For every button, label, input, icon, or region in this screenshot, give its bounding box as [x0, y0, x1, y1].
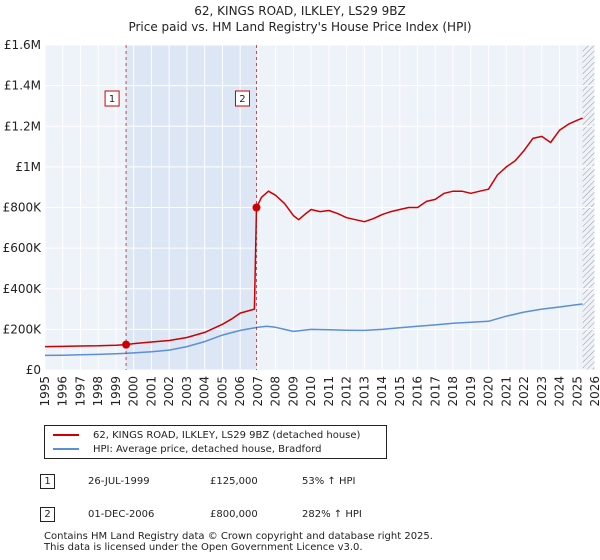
legend-label-hpi: HPI: Average price, detached house, Brad…: [93, 444, 322, 455]
x-tick-label: 1999: [109, 376, 123, 407]
sale-label: 2: [239, 94, 245, 105]
sale-point: [122, 340, 131, 349]
legend-swatch-property: [53, 434, 79, 436]
x-tick-label: 1996: [56, 376, 70, 407]
x-tick-label: 2010: [304, 376, 318, 407]
sale-date: 01-DEC-2006: [88, 509, 155, 520]
x-tick-label: 2019: [464, 376, 478, 407]
legend-item-property: 62, KINGS ROAD, ILKLEY, LS29 9BZ (detach…: [53, 429, 360, 443]
legend-swatch-hpi: [53, 448, 79, 450]
x-tick-label: 2011: [322, 376, 336, 407]
y-tick-label: £0: [26, 363, 41, 377]
price-chart: £0 £200K £400K £600K £800K £1M £1.2M £1.4M £1.6M…: [3, 38, 600, 407]
chart-title-block: 62, KINGS ROAD, ILKLEY, LS29 9BZ Price p…: [0, 0, 600, 35]
hpi-line: [44, 303, 583, 357]
x-tick-label: 2001: [144, 376, 158, 407]
y-tick-label: £800K: [3, 201, 43, 215]
sale-number-badge: 1: [40, 474, 55, 489]
chart-subtitle: Price paid vs. HM Land Registry's House …: [128, 20, 472, 34]
sale-hpi-change: 282% ↑ HPI: [302, 509, 362, 520]
x-tick-label: 2023: [535, 376, 549, 407]
x-tick-label: 2021: [499, 376, 513, 407]
x-tick-label: 1998: [91, 376, 105, 407]
legend: 62, KINGS ROAD, ILKLEY, LS29 9BZ (detach…: [44, 425, 387, 459]
sale-price: £800,000: [210, 509, 258, 520]
sale-number-badge: 2: [40, 507, 55, 522]
x-tick-label: 2003: [180, 376, 194, 407]
sale-date: 26-JUL-1999: [88, 476, 150, 487]
x-tick-label: 2013: [357, 376, 371, 407]
x-tick-label: 2008: [269, 376, 283, 407]
x-tick-label: 1995: [38, 376, 52, 407]
x-tick-label: 2022: [517, 376, 531, 407]
chart-title: 62, KINGS ROAD, ILKLEY, LS29 9BZ: [194, 4, 406, 18]
x-tick-label: 2026: [588, 376, 600, 407]
footer-line-1: Contains HM Land Registry data © Crown c…: [44, 531, 433, 542]
sale-label-box: [104, 90, 120, 107]
sale-hpi-change: 53% ↑ HPI: [302, 476, 356, 487]
x-tick-label: 2024: [553, 376, 567, 407]
y-tick-label: £600K: [3, 241, 43, 255]
footer-line-2: This data is licensed under the Open Gov…: [44, 542, 363, 553]
sale-label: 1: [109, 94, 115, 105]
x-tick-label: 2016: [411, 376, 425, 407]
x-tick-label: 2004: [198, 376, 212, 407]
x-tick-label: 2012: [340, 376, 354, 407]
y-tick-label: £1.6M: [4, 38, 41, 52]
y-tick-label: £400K: [3, 282, 43, 296]
y-tick-label: £1M: [15, 160, 41, 174]
x-tick-label: 2005: [215, 376, 229, 407]
x-tick-label: 2014: [375, 376, 389, 407]
x-tick-label: 2007: [251, 376, 265, 407]
x-tick-label: 2025: [570, 376, 584, 407]
legend-item-hpi: HPI: Average price, detached house, Brad…: [53, 443, 321, 457]
sale-price: £125,000: [210, 476, 258, 487]
legend-label-property: 62, KINGS ROAD, ILKLEY, LS29 9BZ (detach…: [93, 430, 361, 441]
footer-attribution: Contains HM Land Registry data © Crown c…: [44, 531, 433, 553]
x-tick-label: 2020: [482, 376, 496, 407]
y-tick-label: £200K: [3, 322, 43, 336]
y-tick-label: £1.2M: [4, 119, 41, 133]
property-price-line: [44, 117, 583, 348]
x-tick-label: 2015: [393, 376, 407, 407]
x-tick-label: 2017: [428, 376, 442, 407]
x-tick-label: 2002: [162, 376, 176, 407]
y-tick-label: £1.4M: [4, 79, 41, 93]
sale-point: [252, 203, 261, 212]
x-tick-label: 1997: [73, 376, 87, 407]
x-tick-label: 2009: [286, 376, 300, 407]
x-tick-label: 2000: [127, 376, 141, 407]
sale-label-box: [234, 90, 250, 107]
x-tick-label: 2018: [446, 376, 460, 407]
x-tick-label: 2006: [233, 376, 247, 407]
